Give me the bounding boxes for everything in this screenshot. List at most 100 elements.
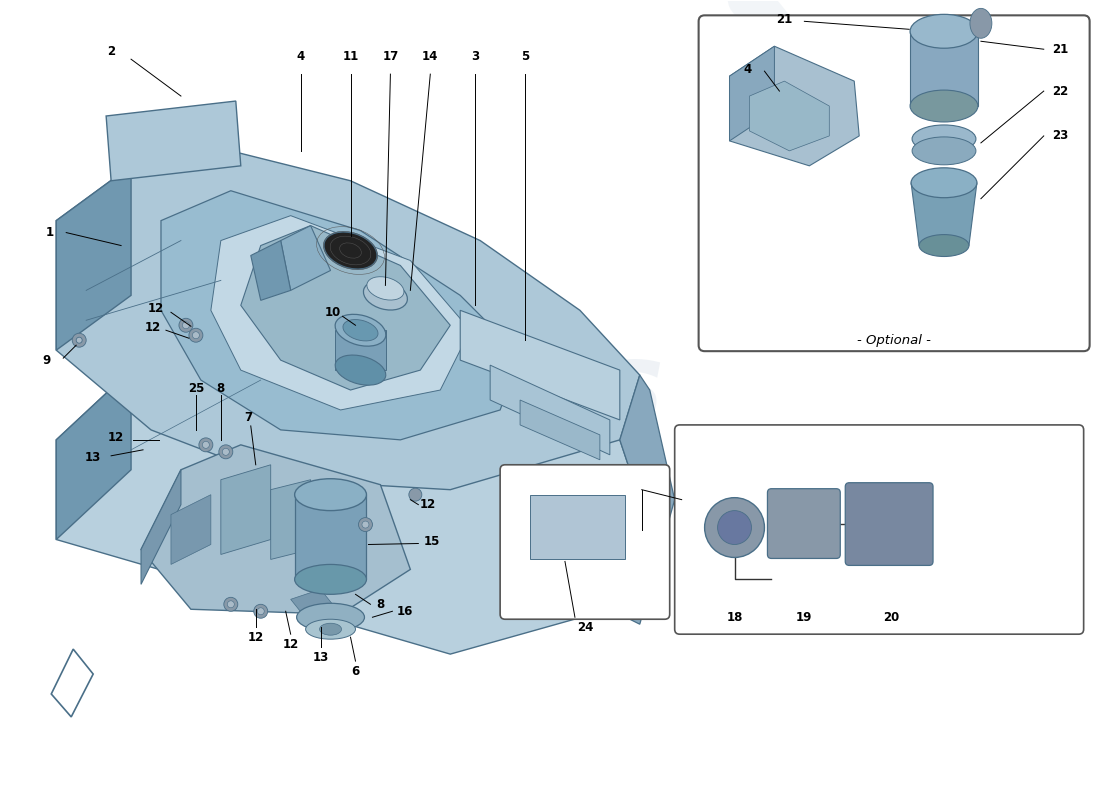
FancyBboxPatch shape bbox=[674, 425, 1084, 634]
Text: 19: 19 bbox=[796, 610, 813, 624]
Polygon shape bbox=[141, 445, 410, 614]
Text: - Optional -: - Optional - bbox=[857, 334, 931, 346]
Ellipse shape bbox=[323, 232, 377, 269]
Text: 6: 6 bbox=[351, 665, 360, 678]
Text: 8: 8 bbox=[376, 598, 385, 610]
Polygon shape bbox=[530, 494, 625, 559]
Text: 21: 21 bbox=[777, 13, 792, 26]
Text: 12: 12 bbox=[283, 638, 299, 650]
Polygon shape bbox=[170, 494, 211, 565]
Circle shape bbox=[254, 604, 267, 618]
Text: 16: 16 bbox=[397, 605, 414, 618]
Circle shape bbox=[705, 498, 764, 558]
Text: 12: 12 bbox=[145, 321, 161, 334]
Ellipse shape bbox=[970, 8, 992, 38]
Polygon shape bbox=[141, 470, 180, 584]
Circle shape bbox=[257, 608, 264, 614]
Polygon shape bbox=[911, 182, 977, 246]
Text: a passion for parts since 1985: a passion for parts since 1985 bbox=[302, 455, 597, 474]
Polygon shape bbox=[161, 190, 520, 440]
Circle shape bbox=[717, 510, 751, 545]
Ellipse shape bbox=[343, 319, 378, 341]
Circle shape bbox=[179, 318, 192, 332]
Polygon shape bbox=[56, 370, 131, 539]
Polygon shape bbox=[491, 365, 609, 455]
Ellipse shape bbox=[911, 168, 977, 198]
FancyBboxPatch shape bbox=[845, 482, 933, 566]
Circle shape bbox=[76, 338, 82, 343]
Polygon shape bbox=[56, 146, 640, 490]
Circle shape bbox=[183, 322, 189, 329]
Text: 1: 1 bbox=[45, 226, 53, 239]
Text: 13: 13 bbox=[312, 650, 329, 664]
Polygon shape bbox=[56, 166, 131, 350]
Polygon shape bbox=[609, 375, 674, 624]
Text: 24: 24 bbox=[576, 621, 593, 634]
FancyBboxPatch shape bbox=[768, 489, 840, 558]
FancyBboxPatch shape bbox=[698, 15, 1090, 351]
Polygon shape bbox=[729, 46, 859, 166]
Ellipse shape bbox=[367, 277, 404, 300]
Circle shape bbox=[228, 601, 234, 608]
Text: 8: 8 bbox=[217, 382, 226, 394]
Text: 14: 14 bbox=[422, 50, 439, 62]
Ellipse shape bbox=[910, 14, 978, 48]
Text: 18: 18 bbox=[726, 610, 742, 624]
Ellipse shape bbox=[295, 478, 366, 510]
Text: 5: 5 bbox=[521, 50, 529, 62]
Polygon shape bbox=[910, 31, 978, 106]
Polygon shape bbox=[729, 46, 774, 141]
Text: 17: 17 bbox=[383, 50, 398, 62]
Polygon shape bbox=[56, 315, 650, 654]
Circle shape bbox=[73, 334, 86, 347]
Polygon shape bbox=[211, 216, 470, 410]
Text: 12: 12 bbox=[108, 431, 124, 444]
Text: elpartes: elpartes bbox=[135, 334, 666, 446]
Ellipse shape bbox=[912, 125, 976, 153]
Ellipse shape bbox=[336, 355, 386, 385]
Ellipse shape bbox=[336, 314, 386, 346]
Text: 21: 21 bbox=[1053, 42, 1069, 56]
Text: 12: 12 bbox=[147, 302, 164, 315]
Text: 12: 12 bbox=[248, 630, 264, 644]
Circle shape bbox=[223, 598, 238, 611]
Polygon shape bbox=[271, 480, 310, 559]
Polygon shape bbox=[334, 330, 386, 370]
Text: 25: 25 bbox=[188, 382, 205, 394]
Text: 2: 2 bbox=[107, 45, 116, 58]
Ellipse shape bbox=[910, 90, 978, 122]
Ellipse shape bbox=[295, 565, 366, 594]
Text: 20: 20 bbox=[883, 610, 900, 624]
Circle shape bbox=[359, 518, 373, 531]
Circle shape bbox=[409, 488, 421, 501]
Polygon shape bbox=[460, 310, 619, 420]
Text: 3: 3 bbox=[471, 50, 480, 62]
Polygon shape bbox=[280, 226, 331, 290]
Polygon shape bbox=[251, 241, 290, 300]
FancyBboxPatch shape bbox=[500, 465, 670, 619]
Text: 4: 4 bbox=[744, 62, 751, 76]
Polygon shape bbox=[52, 649, 94, 717]
Ellipse shape bbox=[363, 281, 407, 310]
Text: 11: 11 bbox=[342, 50, 359, 62]
Ellipse shape bbox=[320, 623, 341, 635]
Text: 12: 12 bbox=[420, 498, 437, 511]
Text: 10: 10 bbox=[324, 306, 341, 319]
Circle shape bbox=[362, 521, 369, 528]
Text: 4: 4 bbox=[297, 50, 305, 62]
Text: 15: 15 bbox=[425, 535, 440, 548]
Polygon shape bbox=[221, 465, 271, 554]
Text: 22: 22 bbox=[1053, 85, 1069, 98]
Circle shape bbox=[202, 442, 209, 448]
Polygon shape bbox=[106, 101, 241, 181]
Ellipse shape bbox=[306, 619, 355, 639]
Circle shape bbox=[192, 332, 199, 338]
Polygon shape bbox=[241, 226, 450, 390]
Polygon shape bbox=[295, 494, 366, 579]
Polygon shape bbox=[520, 400, 600, 460]
Circle shape bbox=[189, 328, 202, 342]
Ellipse shape bbox=[297, 603, 364, 631]
Circle shape bbox=[222, 448, 229, 455]
Polygon shape bbox=[749, 81, 829, 151]
Text: 13: 13 bbox=[85, 451, 101, 464]
